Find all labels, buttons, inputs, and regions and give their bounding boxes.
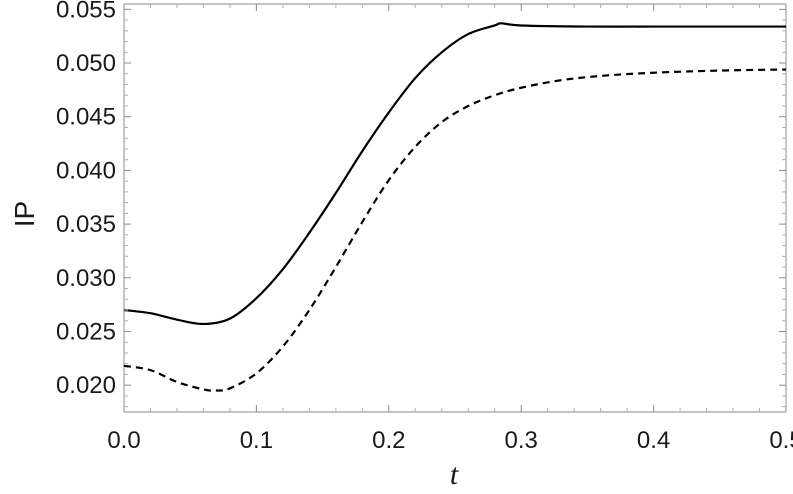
x-tick-label: 0.1	[240, 427, 273, 454]
y-tick-label: 0.050	[56, 50, 116, 77]
x-tick-label: 0.4	[637, 427, 670, 454]
x-axis-label: t	[450, 458, 459, 491]
series-line-solid	[123, 22, 786, 326]
y-axis-ticks: 0.020 0.025 0.030 0.035 0.040 0.045 0.050 0.055	[56, 0, 786, 408]
x-axis-ticks: 0.0 0.1 0.2 0.3 0.4 0.5	[107, 4, 793, 454]
y-tick-label: 0.045	[56, 104, 116, 131]
y-tick-label: 0.040	[56, 157, 116, 184]
y-tick-label: 0.025	[56, 318, 116, 345]
series-group	[123, 22, 787, 392]
x-tick-label: 0.5	[769, 427, 793, 454]
x-tick-label: 0.0	[107, 427, 140, 454]
y-tick-label: 0.055	[56, 0, 116, 23]
y-tick-label: 0.030	[56, 265, 116, 292]
y-axis-label: IP	[9, 201, 40, 227]
plot-frame	[123, 3, 787, 413]
y-tick-label: 0.035	[56, 211, 116, 238]
plot-border	[123, 3, 787, 413]
x-tick-label: 0.3	[505, 427, 538, 454]
x-tick-label: 0.2	[372, 427, 405, 454]
y-tick-label: 0.020	[56, 372, 116, 399]
